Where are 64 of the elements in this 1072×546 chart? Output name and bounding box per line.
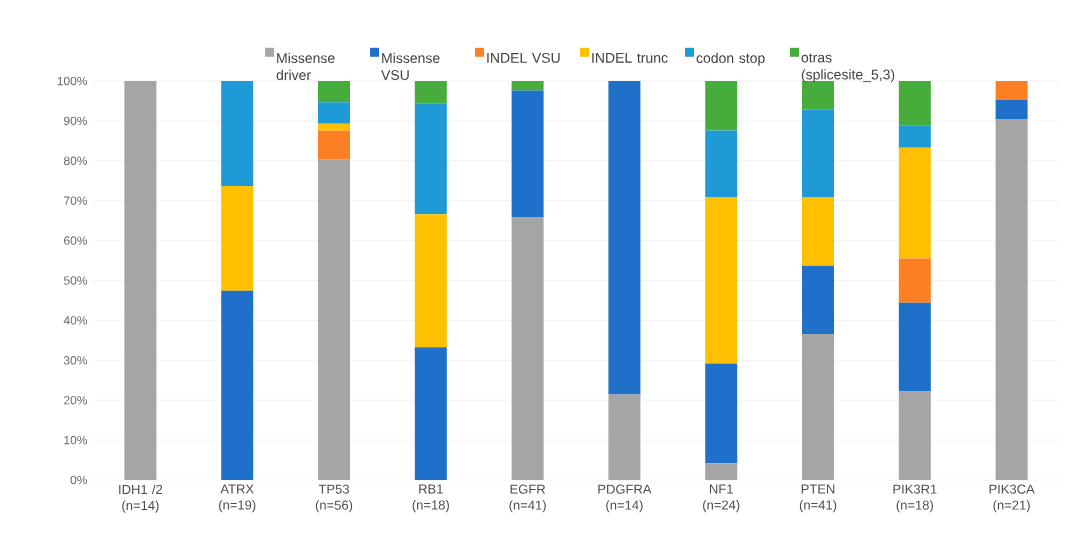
bar: [898, 302, 931, 392]
legend-label: Missense driver: [276, 52, 335, 81]
y-tick-label: 0%: [70, 475, 88, 485]
y-tick-label: 100%: [57, 76, 88, 86]
bar: [898, 147, 931, 259]
bar: [511, 217, 544, 480]
bar: [414, 214, 447, 348]
y-tick-label: 90%: [64, 116, 88, 126]
bar: [705, 197, 738, 364]
x-tick-label: EGFR (n=41): [509, 484, 546, 513]
bar: [802, 197, 835, 266]
bar: [124, 81, 157, 480]
x-tick-label: NF1 (n=24): [703, 484, 740, 513]
bar: [511, 90, 544, 218]
bar: [221, 290, 254, 480]
x-tick-label: PTEN (n=41): [799, 484, 837, 513]
bar: [221, 185, 254, 291]
bar: [705, 363, 738, 464]
bar: [802, 81, 835, 110]
x-tick-label: IDH1 /2 (n=14): [119, 484, 163, 513]
bar: [318, 159, 350, 480]
bar: [608, 81, 641, 395]
bar: [414, 81, 447, 104]
legend-label: codon stop: [696, 52, 765, 66]
bar: [802, 265, 835, 334]
bar: [414, 103, 447, 215]
x-tick-label: TP53 (n=56): [315, 484, 353, 513]
bar: [898, 258, 931, 303]
y-tick-label: 30%: [63, 356, 88, 365]
y-tick-label: 40%: [63, 316, 88, 325]
bar: [608, 394, 641, 480]
bar: [705, 130, 738, 198]
legend-label: Missense VSU: [381, 52, 440, 81]
bar: [318, 123, 350, 131]
x-tick-label: PIK3CA (n=21): [989, 484, 1035, 513]
y-tick-label: 80%: [63, 156, 88, 166]
x-tick-label: PIK3R1 (n=18): [893, 484, 937, 513]
x-tick-label: ATRX (n=19): [219, 484, 256, 513]
bar: [511, 81, 544, 91]
bar: [898, 391, 931, 480]
bar: [898, 81, 931, 126]
bar: [221, 81, 254, 186]
bar: [995, 118, 1028, 480]
legend-label: otras (splicesite_5,3): [801, 53, 895, 83]
bar: [318, 81, 350, 103]
y-tick-label: 50%: [63, 276, 88, 285]
y-tick-label: 10%: [64, 435, 88, 445]
x-tick-label: RB1 (n=18): [412, 484, 449, 513]
x-tick-label: PDGFRA (n=14): [598, 484, 652, 513]
legend-label: INDEL trunc: [592, 53, 668, 63]
y-tick-label: 70%: [64, 196, 88, 205]
bar: [318, 102, 350, 124]
bar: [705, 81, 738, 131]
bar: [898, 125, 931, 148]
bar: [414, 347, 447, 480]
bar: [705, 463, 738, 480]
bar: [802, 109, 835, 198]
bar: [995, 81, 1028, 100]
bar: [995, 99, 1028, 119]
y-tick-label: 20%: [64, 395, 88, 405]
bar: [802, 333, 835, 480]
legend-label: INDEL VSU: [487, 52, 560, 63]
bar: [318, 130, 350, 160]
y-tick-label: 60%: [64, 236, 88, 245]
